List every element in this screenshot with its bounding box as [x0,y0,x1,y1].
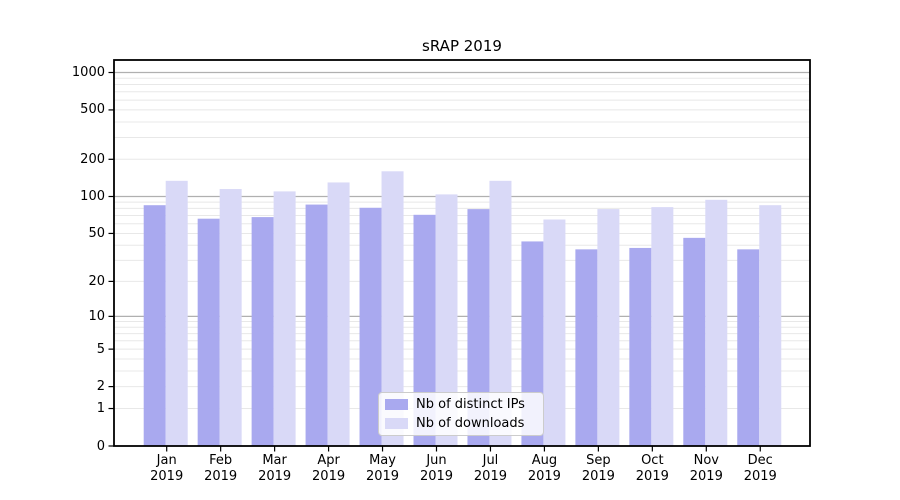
bar-downloads-feb [219,189,242,446]
x-tick-year-sep: 2019 [581,469,615,484]
y-tick-label-2: 2 [96,379,105,395]
x-tick-year-dec: 2019 [743,469,777,484]
x-tick-year-feb: 2019 [204,469,238,484]
y-tick-label-20: 20 [88,273,105,289]
x-tick-year-mar: 2019 [258,469,292,484]
x-tick-label-jan: Jan 2019 [137,453,197,485]
bar-downloads-dec [759,205,782,446]
bar-downloads-jun [435,194,458,446]
bar-distinct-ips-nov [683,237,706,446]
x-tick-year-may: 2019 [365,469,400,484]
bar-downloads-aug [543,219,566,446]
x-tick-year-jun: 2019 [419,469,454,484]
bar-distinct-ips-jun [413,214,436,446]
legend-label-distinct-ips: Nb of distinct IPs [416,397,525,413]
x-tick-year-oct: 2019 [635,469,669,484]
legend: Nb of distinct IPs Nb of downloads [378,392,544,436]
bar-downloads-may [381,171,404,446]
bar-distinct-ips-jul [467,209,490,446]
x-tick-year-jan: 2019 [150,469,184,484]
bar-downloads-jul [489,180,512,447]
y-tick-label-1000: 1000 [71,65,105,80]
bar-distinct-ips-sep [575,249,598,446]
bar-distinct-ips-feb [197,218,220,446]
bar-downloads-mar [273,191,296,446]
bar-distinct-ips-oct [629,247,652,446]
y-tick-label-0: 0 [96,438,105,454]
x-tick-label-jul: Jul 2019 [460,453,520,485]
bar-downloads-apr [327,182,350,446]
x-tick-year-nov: 2019 [689,469,723,484]
chart-title: sRAP 2019 [422,37,502,55]
bar-downloads-jan [165,180,188,447]
bar-distinct-ips-apr [305,204,328,446]
x-tick-year-aug: 2019 [527,469,561,484]
bar-distinct-ips-jan [143,205,166,446]
y-tick-label-1: 1 [96,401,105,417]
x-tick-label-dec: Dec 2019 [730,453,790,485]
x-tick-year-apr: 2019 [312,469,346,484]
legend-swatch-distinct-ips [385,399,408,411]
x-tick-label-aug: Aug 2019 [514,453,574,485]
legend-item-distinct-ips: Nb of distinct IPs [385,396,537,414]
bar-downloads-sep [597,209,620,446]
x-tick-label-apr: Apr 2019 [299,453,359,485]
legend-item-downloads: Nb of downloads [385,414,537,432]
plot-border [113,59,811,447]
bar-distinct-ips-mar [251,217,274,446]
y-tick-label-5: 5 [96,341,105,357]
x-tick-label-mar: Mar 2019 [245,453,305,485]
x-tick-label-jun: Jun 2019 [407,453,467,485]
y-tick-label-10: 10 [88,308,105,324]
x-tick-label-nov: Nov 2019 [676,453,736,485]
y-tick-label-500: 500 [80,102,105,118]
bar-downloads-oct [651,207,674,446]
bar-distinct-ips-may [359,207,382,446]
y-tick-label-100: 100 [80,189,105,204]
x-tick-year-jul: 2019 [473,469,507,484]
legend-label-downloads: Nb of downloads [416,415,525,431]
x-tick-label-oct: Oct 2019 [622,453,682,485]
y-tick-label-200: 200 [80,151,105,167]
bar-distinct-ips-dec [737,249,760,446]
x-tick-label-sep: Sep 2019 [568,453,628,485]
y-tick-label-50: 50 [88,225,105,241]
x-tick-label-feb: Feb 2019 [191,453,251,485]
legend-swatch-downloads [385,417,408,429]
bar-downloads-nov [705,199,728,446]
x-tick-label-may: May 2019 [353,453,413,485]
